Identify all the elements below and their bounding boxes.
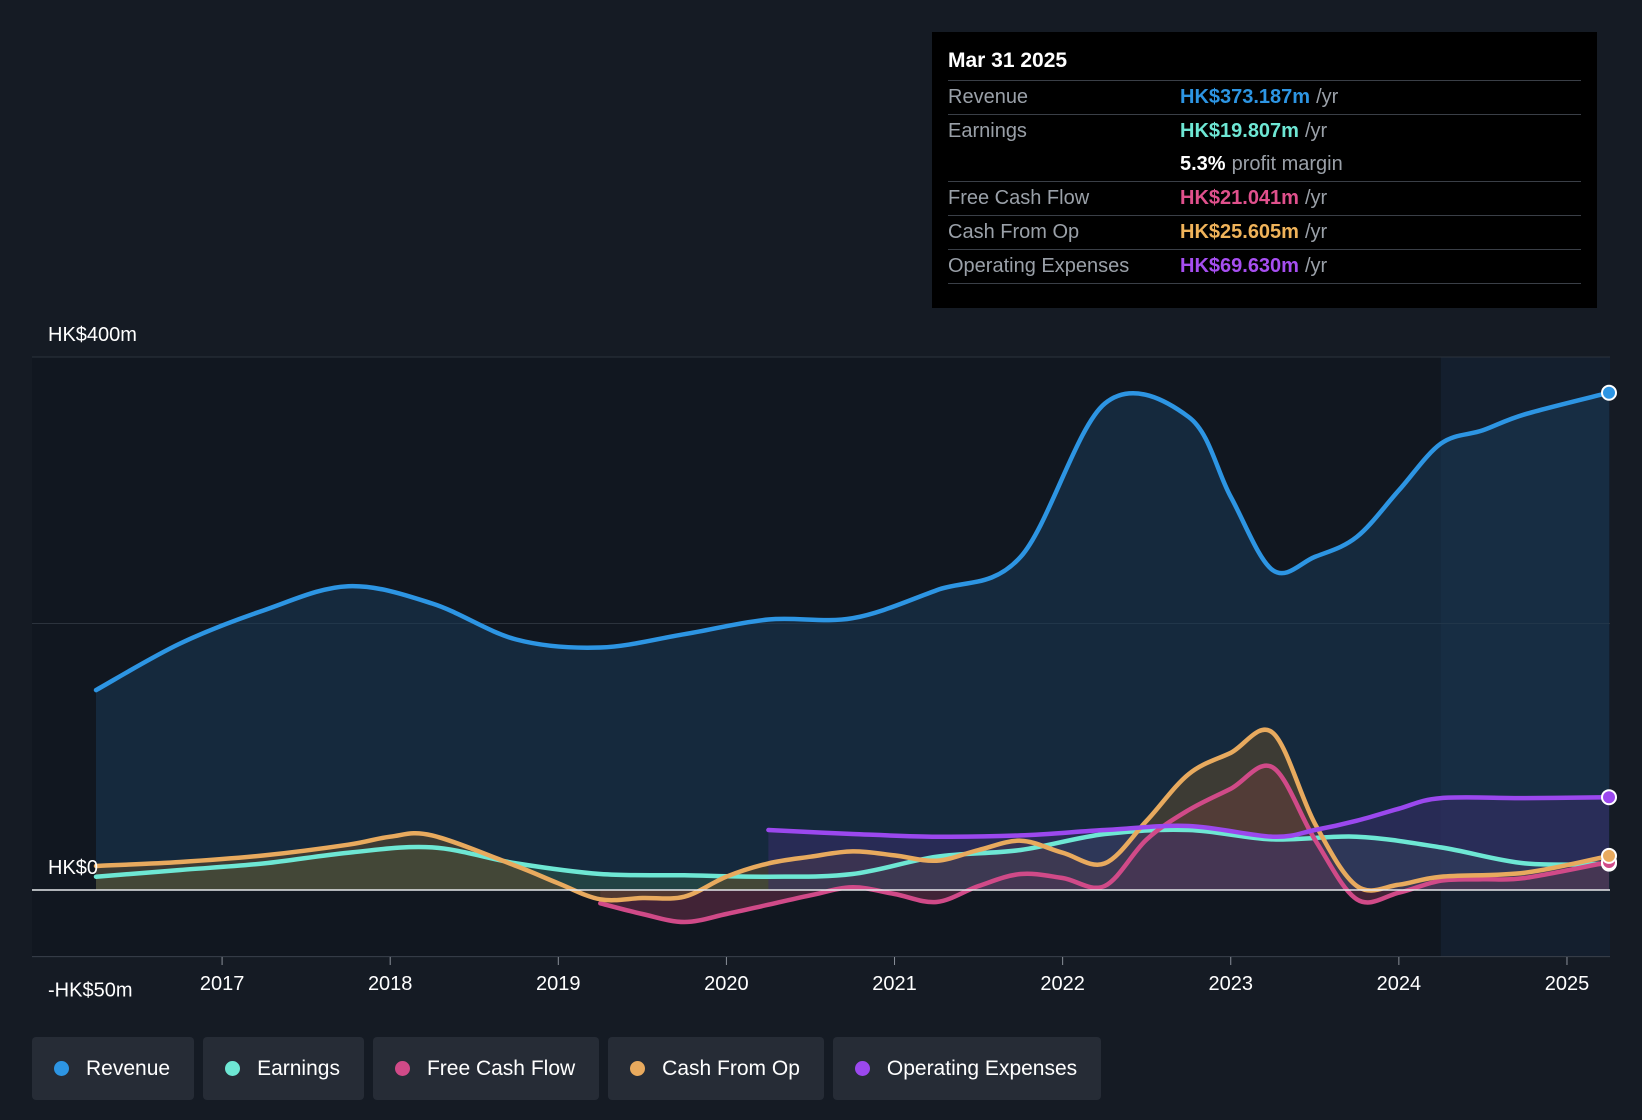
tooltip-unit: /yr [1304, 187, 1328, 209]
x-tick-label: 2024 [1377, 973, 1422, 995]
free-cash-flow-area [600, 765, 1609, 922]
y-tick-label: HK$400m [48, 324, 137, 346]
tooltip-row: Revenue HK$373.187m/yr [948, 80, 1581, 114]
earnings-line [93, 827, 1612, 879]
tooltip-value: HK$69.630m [1180, 255, 1299, 277]
legend-dot-icon [854, 1061, 870, 1076]
tooltip-unit: /yr [1304, 120, 1328, 142]
legend-dot-icon [394, 1061, 410, 1076]
legend-label: Cash From Op [662, 1056, 800, 1080]
revenue-endpoint [1601, 384, 1617, 401]
operating-expenses-endpoint [1601, 789, 1617, 806]
x-tick-labels: 2017 2018 2019 2020 2021 2022 2023 2024 2025 [200, 957, 1589, 995]
tooltip-date: Mar 31 2025 [948, 49, 1068, 72]
legend-dot-icon [630, 1061, 646, 1076]
cash-from-op-line [93, 727, 1612, 903]
tooltip-value: 5.3% [1180, 153, 1226, 175]
legend: Revenue Earnings Free Cash Flow Cash From O… [32, 1037, 1102, 1100]
legend-item-earnings[interactable]: Earnings [203, 1037, 364, 1100]
tooltip-row: 5.3% profit margin [948, 148, 1581, 181]
tooltip-value: HK$25.605m [1180, 221, 1299, 243]
operating-expenses-line [766, 794, 1612, 839]
legend-item-cash-from-op[interactable]: Cash From Op [608, 1037, 824, 1100]
x-tick-label: 2018 [368, 973, 413, 995]
legend-label: Revenue [86, 1056, 171, 1080]
tooltip-label: Earnings [948, 120, 1027, 142]
tooltip-label: Free Cash Flow [948, 187, 1090, 209]
tooltip-label: Revenue [948, 86, 1029, 108]
tooltip-label: Cash From Op [948, 221, 1080, 243]
legend-dot-icon [54, 1061, 69, 1076]
tooltip-row: Earnings HK$19.807m/yr [948, 114, 1581, 148]
legend-item-operating-expenses[interactable]: Operating Expenses [832, 1037, 1102, 1100]
y-tick-labels: HK$400m HK$0 -HK$50m [48, 324, 137, 1002]
tooltip-value: HK$19.807m [1180, 120, 1299, 142]
tooltip-value: HK$21.041m [1180, 187, 1299, 209]
tooltip-row: Free Cash Flow HK$21.041m/yr [948, 181, 1581, 215]
legend-item-free-cash-flow[interactable]: Free Cash Flow [372, 1037, 600, 1100]
legend-item-revenue[interactable]: Revenue [32, 1037, 195, 1100]
y-tick-label: HK$0 [48, 857, 98, 879]
revenue-line [93, 390, 1612, 693]
tooltip-unit: /yr [1304, 221, 1328, 243]
legend-label: Operating Expenses [886, 1056, 1078, 1080]
tooltip-panel: Mar 31 2025 Revenue HK$373.187m/yr Earning… [932, 32, 1597, 308]
x-tick-label: 2020 [704, 973, 749, 995]
legend-dot-icon [225, 1061, 241, 1076]
legend-label: Earnings [257, 1056, 340, 1080]
series-lines [32, 390, 1612, 925]
cash-from-op-endpoint [1601, 847, 1617, 864]
tooltip-value: HK$373.187m [1180, 86, 1311, 108]
tooltip-row: Cash From Op HK$25.605m/yr [948, 215, 1581, 249]
x-tick-label: 2017 [200, 973, 245, 995]
tooltip-unit: /yr [1304, 255, 1328, 277]
x-tick-label: 2019 [536, 973, 581, 995]
x-tick-label: 2021 [872, 973, 917, 995]
tooltip-label: Operating Expenses [948, 255, 1130, 277]
tooltip-row: Operating Expenses HK$69.630m/yr [948, 249, 1581, 284]
x-tick-label: 2025 [1545, 973, 1590, 995]
legend-label: Free Cash Flow [426, 1056, 576, 1080]
x-tick-label: 2022 [1040, 973, 1085, 995]
tooltip-rows: Revenue HK$373.187m/yr Earnings HK$19.807m /… [948, 80, 1581, 284]
series-endpoints [1601, 384, 1617, 872]
tooltip-unit: /yr [1316, 86, 1339, 108]
operating-expenses-area [768, 797, 1609, 890]
x-tick-label: 2023 [1209, 973, 1254, 995]
series-areas [96, 392, 1609, 922]
tooltip-unit: profit margin [1231, 153, 1343, 175]
y-tick-label: -HK$50m [48, 980, 132, 1002]
